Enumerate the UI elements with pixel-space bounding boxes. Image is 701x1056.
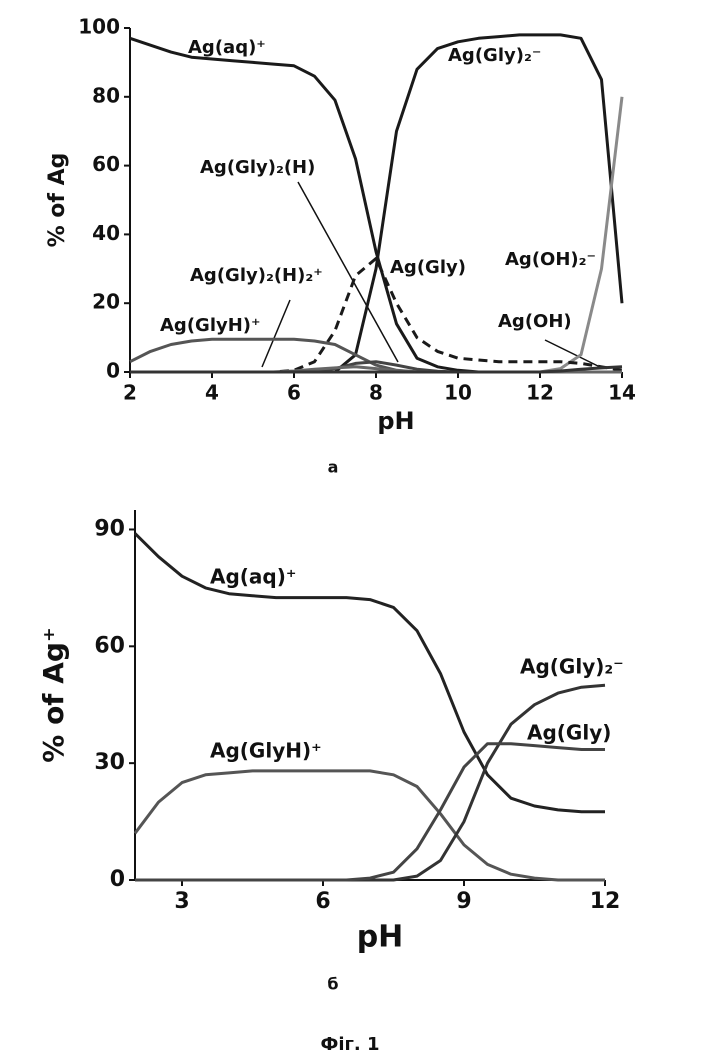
series-label: Ag(Gly)₂(H)₂⁺ <box>190 265 323 286</box>
x-tick-label: 8 <box>369 381 383 405</box>
series-line <box>135 683 606 882</box>
series-line <box>133 532 605 814</box>
series-line <box>130 365 623 374</box>
x-tick-label: 12 <box>526 381 554 405</box>
panel-label: б <box>327 975 338 994</box>
figure-caption: Фіг. 1 <box>320 1034 379 1055</box>
x-tick-label: 3 <box>174 889 189 914</box>
y-tick-label: 100 <box>78 15 120 39</box>
x-tick-label: 6 <box>315 889 330 914</box>
x-axis-label: pH <box>357 920 404 955</box>
series-label: Ag(OH)₂⁻ <box>505 249 596 270</box>
series-line <box>133 769 605 882</box>
series-label: Ag(OH) <box>498 311 572 332</box>
y-tick-label: 80 <box>92 83 120 107</box>
series-label: Ag(Gly)₂⁻ <box>520 655 624 679</box>
y-tick-label: 90 <box>94 516 125 541</box>
y-tick-label: 0 <box>106 359 120 383</box>
y-axis-label: % of Ag <box>45 153 70 248</box>
series-label: Ag(Gly) <box>390 257 466 278</box>
x-tick-label: 9 <box>456 889 471 914</box>
arrow <box>297 181 399 363</box>
series-label: Ag(aq)⁺ <box>210 565 296 589</box>
x-axis-label: pH <box>377 407 414 435</box>
y-tick-label: 0 <box>110 867 125 892</box>
x-tick-label: 2 <box>123 381 137 405</box>
x-tick-label: 6 <box>287 381 301 405</box>
series-label: Ag(Gly) <box>527 721 611 745</box>
series-label: Ag(Gly)₂⁻ <box>448 45 541 66</box>
series-line <box>135 742 605 882</box>
series-label: Ag(aq)⁺ <box>188 37 266 58</box>
y-tick-label: 30 <box>94 750 125 775</box>
series-label: Ag(GlyH)⁺ <box>160 315 261 336</box>
series-label: Ag(Gly)₂(H) <box>200 157 315 178</box>
series-label: Ag(GlyH)⁺ <box>210 739 322 763</box>
y-tick-label: 20 <box>92 290 120 314</box>
y-tick-label: 40 <box>92 221 120 245</box>
arrows <box>261 181 603 369</box>
x-tick-label: 14 <box>608 381 636 405</box>
arrow <box>261 299 291 368</box>
x-tick-label: 4 <box>205 381 219 405</box>
x-tick-label: 12 <box>590 889 621 914</box>
y-tick-label: 60 <box>92 152 120 176</box>
y-axis-label: % of Ag⁺ <box>37 627 70 762</box>
x-tick-label: 10 <box>444 381 472 405</box>
y-tick-label: 60 <box>94 633 125 658</box>
arrow <box>544 339 603 369</box>
panel-label: а <box>328 458 339 477</box>
